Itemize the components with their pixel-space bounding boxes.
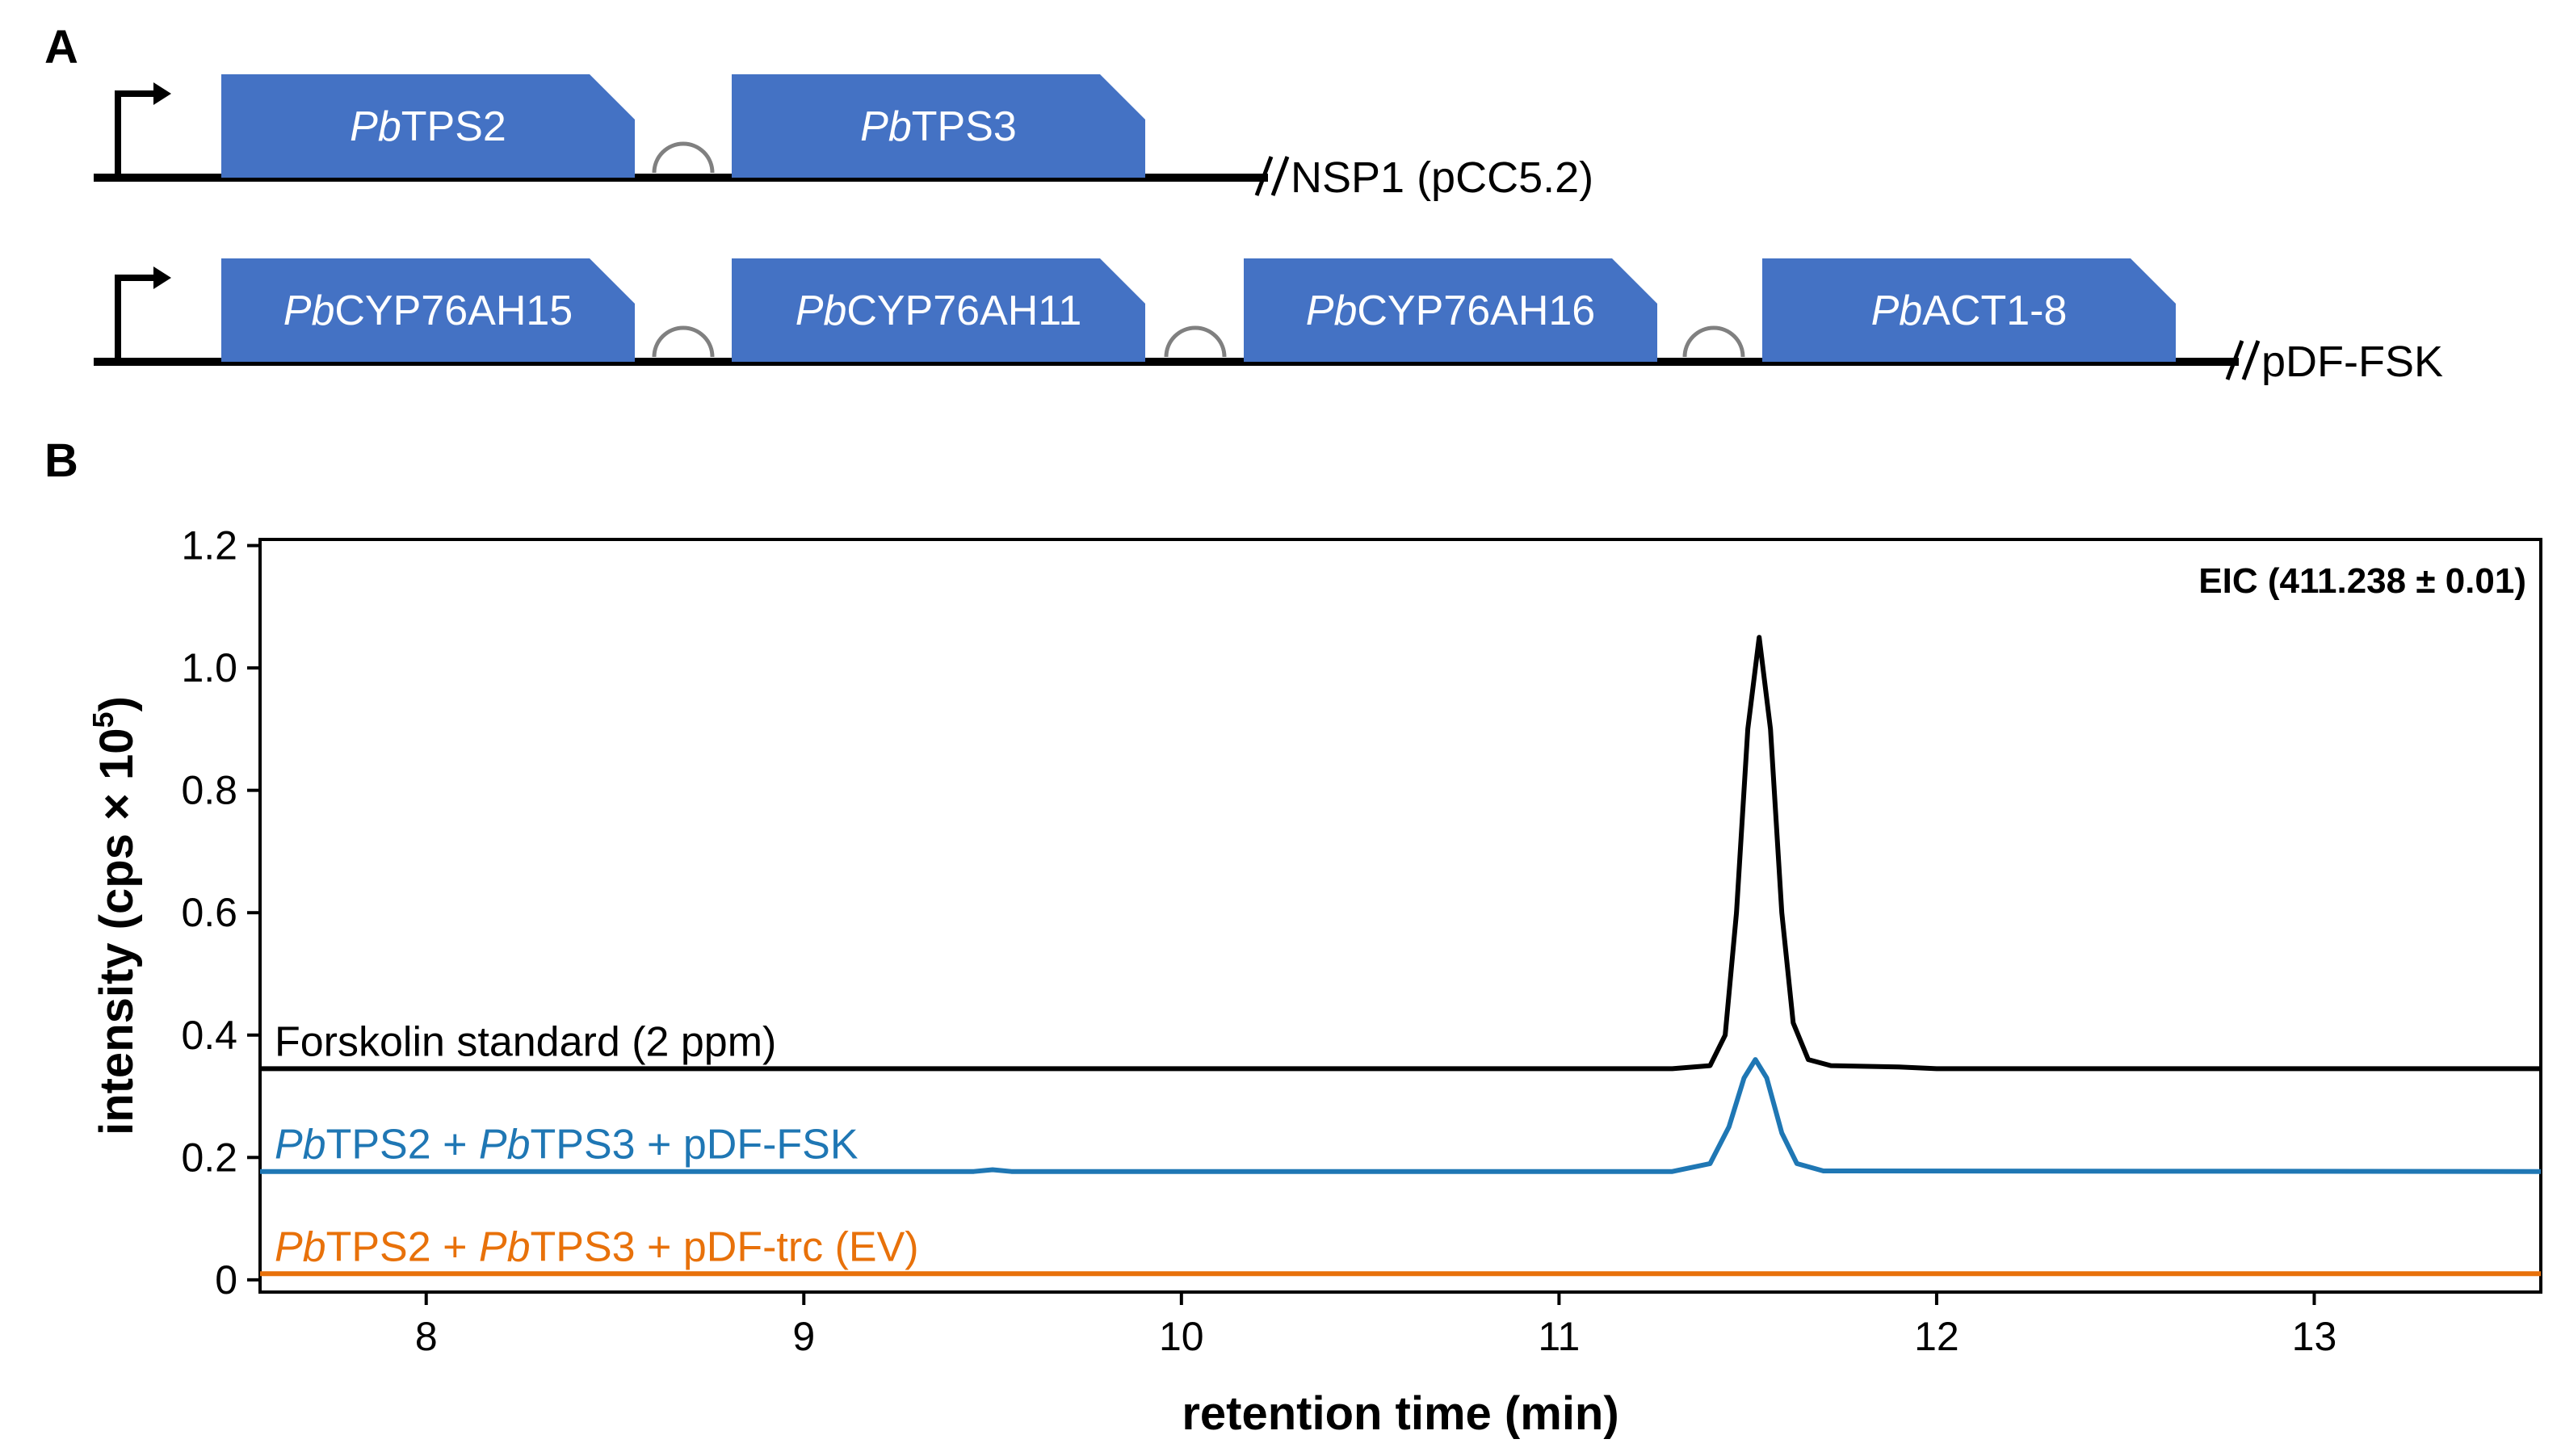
gene-block bbox=[732, 74, 1145, 178]
x-axis-title: retention time (min) bbox=[1182, 1387, 1618, 1440]
gene-block bbox=[221, 74, 635, 178]
gene-prefix: Pb bbox=[1871, 287, 1923, 334]
y-tick-label: 1.0 bbox=[181, 645, 237, 690]
y-tick-label: 0.6 bbox=[181, 890, 237, 935]
rbs-icon bbox=[652, 325, 715, 358]
x-tick-label: 9 bbox=[792, 1314, 815, 1359]
gene-label: PbTPS2 bbox=[350, 103, 506, 150]
y-axis-title: intensity (cps × 105) bbox=[86, 696, 143, 1135]
break-mark-icon bbox=[1270, 156, 1290, 196]
gene-prefix: Pb bbox=[350, 103, 401, 150]
gene-label: PbCYP76AH15 bbox=[283, 287, 573, 334]
x-tick-label: 8 bbox=[415, 1314, 438, 1359]
trace-group bbox=[260, 635, 2542, 1277]
panel-b-letter: B bbox=[44, 434, 78, 487]
x-axis: 8 9 10 11 12 13 bbox=[415, 1292, 2336, 1359]
plot-frame bbox=[258, 538, 2542, 1294]
y-axis-title-exponent: 5 bbox=[86, 711, 120, 728]
y-tick-label: 1.2 bbox=[181, 523, 237, 569]
trace-line-2 bbox=[260, 1057, 2542, 1174]
trace-label-part: Pb bbox=[479, 1223, 531, 1270]
trace-label-1: Forskolin standard (2 ppm) bbox=[275, 1018, 776, 1065]
panel-a-letter: A bbox=[44, 21, 78, 73]
y-axis-title-main: intensity (cps × 10 bbox=[90, 728, 143, 1135]
gene-name: TPS3 bbox=[912, 103, 1017, 150]
gene-block bbox=[732, 258, 1145, 362]
y-tick-label: 0.2 bbox=[181, 1135, 237, 1180]
trace-label-2: PbTPS2 + PbTPS3 + pDF-FSK bbox=[275, 1122, 859, 1169]
eic-label: EIC (411.238 ± 0.01) bbox=[2198, 561, 2526, 601]
plasmid-label: pDF-FSK bbox=[2261, 338, 2443, 386]
x-tick-label: 13 bbox=[2292, 1314, 2337, 1359]
gene-label: PbTPS3 bbox=[860, 103, 1017, 150]
rbs-icon bbox=[1164, 325, 1227, 358]
construct-2: PbCYP76AH15 PbCYP76AH11 PbCYP76AH16 PbACT1-… bbox=[94, 258, 2443, 386]
gene-name: CYP76AH15 bbox=[334, 287, 573, 334]
gene-label: PbCYP76AH16 bbox=[1306, 287, 1595, 334]
gene-name: TPS2 bbox=[401, 103, 506, 150]
x-tick-label: 12 bbox=[1914, 1314, 1959, 1359]
gene-prefix: Pb bbox=[860, 103, 912, 150]
gene-name: ACT1-8 bbox=[1922, 287, 2067, 334]
gene-block bbox=[1244, 258, 1657, 362]
plasmid-label: NSP1 (pCC5.2) bbox=[1291, 153, 1593, 202]
trace-label-3: PbTPS2 + PbTPS3 + pDF-trc (EV) bbox=[275, 1223, 919, 1270]
y-tick-label: 0.8 bbox=[181, 768, 237, 813]
promoter-arrowhead-icon bbox=[153, 266, 171, 289]
trace-label-part: Pb bbox=[275, 1223, 326, 1270]
gene-prefix: Pb bbox=[1306, 287, 1358, 334]
y-axis-title-close: ) bbox=[90, 696, 143, 711]
trace-label-part: TPS3 + pDF-FSK bbox=[531, 1122, 859, 1169]
gene-label: PbACT1-8 bbox=[1871, 287, 2068, 334]
rbs-icon bbox=[652, 141, 715, 174]
chromatogram-chart: 0 0.2 0.4 0.6 0.8 1.0 1.2 8 9 10 11 12 13 Forskolin… bbox=[86, 523, 2542, 1440]
gene-block bbox=[221, 258, 635, 362]
gene-prefix: Pb bbox=[283, 287, 335, 334]
gene-block bbox=[1762, 258, 2176, 362]
y-tick-label: 0 bbox=[215, 1257, 237, 1303]
trace-label-part: TPS2 + bbox=[326, 1223, 479, 1270]
rbs-icon bbox=[1682, 325, 1745, 358]
y-tick-label: 0.4 bbox=[181, 1013, 237, 1058]
promoter-arrow-icon bbox=[115, 90, 158, 178]
break-mark-icon bbox=[2225, 340, 2244, 380]
trace-label-part: Forskolin standard (2 ppm) bbox=[275, 1018, 776, 1065]
gene-label: PbCYP76AH11 bbox=[796, 287, 1082, 334]
trace-label-part: Pb bbox=[275, 1122, 326, 1169]
trace-label-part: TPS2 + bbox=[326, 1122, 479, 1169]
gene-name: CYP76AH16 bbox=[1357, 287, 1595, 334]
trace-label-part: Pb bbox=[479, 1122, 531, 1169]
promoter-arrowhead-icon bbox=[153, 82, 171, 105]
gene-name: CYP76AH11 bbox=[846, 287, 1081, 334]
gene-prefix: Pb bbox=[796, 287, 847, 334]
trace-label-part: TPS3 + pDF-trc (EV) bbox=[531, 1223, 919, 1270]
promoter-arrow-icon bbox=[115, 275, 158, 362]
trace-line-1 bbox=[260, 635, 2541, 1072]
x-tick-label: 11 bbox=[1538, 1314, 1580, 1359]
trace-label-group: Forskolin standard (2 ppm)PbTPS2 + PbTPS… bbox=[275, 1018, 919, 1270]
break-mark-icon bbox=[1254, 156, 1274, 196]
x-tick-label: 10 bbox=[1159, 1314, 1204, 1359]
y-axis: 0 0.2 0.4 0.6 0.8 1.0 1.2 bbox=[181, 523, 260, 1303]
break-mark-icon bbox=[2241, 340, 2261, 380]
